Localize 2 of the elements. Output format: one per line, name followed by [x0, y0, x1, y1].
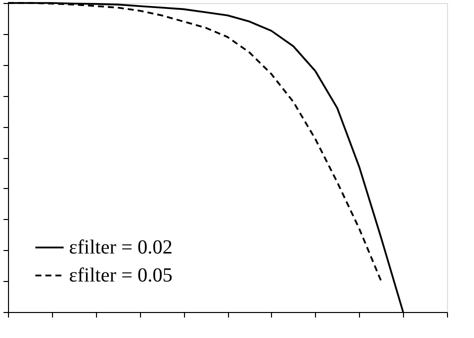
legend-label: εfilter = 0.02: [69, 236, 173, 258]
legend-label: εfilter = 0.05: [69, 264, 173, 286]
